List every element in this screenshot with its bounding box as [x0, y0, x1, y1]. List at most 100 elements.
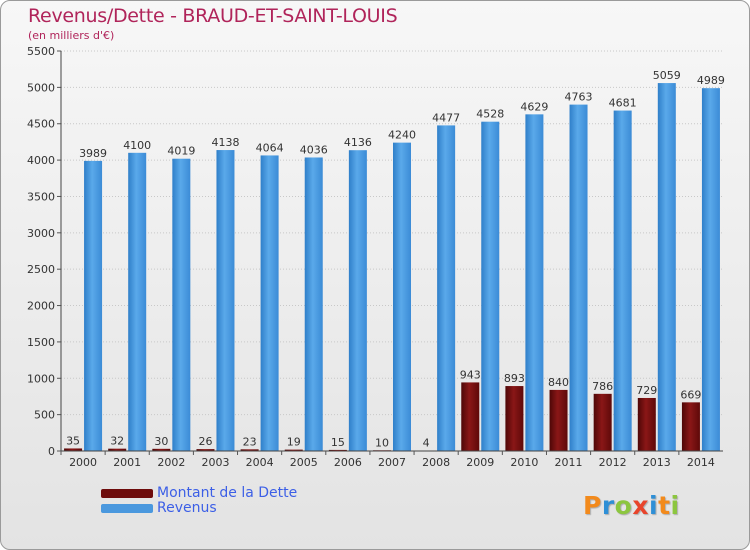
x-tick-label: 2004	[246, 456, 274, 469]
logo-letter: x	[632, 491, 649, 520]
revenus-data-label: 4064	[256, 141, 284, 154]
revenus-data-label: 4100	[123, 139, 151, 152]
legend-label-revenus: Revenus	[157, 500, 217, 516]
legend-swatch-debt	[101, 489, 153, 498]
revenus-bar	[260, 155, 279, 451]
revenus-bar	[613, 110, 632, 452]
x-tick-label: 2007	[378, 456, 406, 469]
logo-letter: i	[670, 491, 680, 520]
revenus-bar	[437, 125, 456, 452]
x-tick-label: 2006	[334, 456, 362, 469]
debt-data-label: 786	[592, 380, 613, 393]
y-tick-label: 4000	[27, 154, 55, 167]
proxiti-logo: Proxiti	[583, 491, 680, 520]
y-tick-label: 500	[34, 409, 55, 422]
revenus-data-label: 4138	[211, 136, 239, 149]
x-tick-label: 2012	[599, 456, 627, 469]
debt-bar	[593, 393, 612, 451]
revenus-bar	[393, 142, 411, 452]
x-tick-label: 2003	[201, 456, 229, 469]
revenus-bar	[569, 104, 588, 451]
debt-data-label: 32	[110, 435, 124, 448]
debt-data-label: 23	[243, 435, 257, 448]
revenus-bar	[84, 160, 103, 451]
revenus-data-label: 4528	[476, 108, 504, 121]
revenus-data-label: 4019	[167, 145, 195, 158]
revenus-bar	[172, 158, 191, 451]
y-tick-label: 3500	[27, 190, 55, 203]
debt-data-label: 840	[548, 376, 569, 389]
debt-data-label: 19	[287, 436, 301, 449]
debt-data-label: 893	[504, 372, 525, 385]
logo-letter: r	[601, 491, 615, 520]
logo-letter: o	[614, 491, 633, 520]
x-tick-label: 2002	[157, 456, 185, 469]
debt-bar	[328, 449, 347, 451]
debt-data-label: 669	[680, 388, 701, 401]
x-tick-label: 2008	[422, 456, 450, 469]
debt-data-label: 26	[198, 435, 212, 448]
y-tick-label: 5500	[27, 45, 55, 58]
revenus-bar	[657, 83, 676, 451]
chart-subtitle: (en milliers d'€)	[28, 29, 115, 42]
debt-data-label: 4	[423, 437, 430, 450]
revenus-data-label: 4477	[432, 111, 460, 124]
revenus-bar	[304, 157, 323, 452]
debt-data-label: 15	[331, 436, 345, 449]
revenus-bar	[216, 150, 235, 451]
debt-data-label: 729	[636, 384, 657, 397]
debt-bar	[461, 382, 480, 451]
debt-data-label: 35	[66, 434, 80, 447]
debt-bar	[196, 449, 215, 451]
legend-swatch-revenus	[101, 504, 153, 513]
revenus-bar	[525, 114, 544, 451]
revenus-data-label: 5059	[653, 69, 681, 82]
debt-bar	[64, 448, 83, 451]
revenus-data-label: 4989	[697, 74, 725, 87]
y-tick-label: 5000	[27, 81, 55, 94]
logo-letter: i	[649, 491, 659, 520]
revenus-data-label: 4681	[609, 97, 637, 110]
x-tick-label: 2005	[290, 456, 318, 469]
revenus-bar	[128, 152, 147, 451]
y-tick-label: 2000	[27, 300, 55, 313]
debt-data-label: 943	[460, 368, 481, 381]
debt-data-label: 10	[375, 436, 389, 449]
debt-bar	[108, 448, 127, 451]
revenus-bar	[348, 150, 367, 451]
y-tick-label: 2500	[27, 263, 55, 276]
x-tick-label: 2010	[510, 456, 538, 469]
logo-letter: t	[658, 491, 671, 520]
debt-bar	[681, 402, 700, 451]
x-tick-label: 2013	[643, 456, 671, 469]
chart-title: Revenus/Dette - BRAUD-ET-SAINT-LOUIS	[28, 5, 398, 27]
x-tick-label: 2000	[69, 456, 97, 469]
debt-data-label: 30	[154, 435, 168, 448]
debt-bar	[505, 386, 524, 451]
x-tick-label: 2001	[113, 456, 141, 469]
x-tick-label: 2009	[466, 456, 494, 469]
revenus-data-label: 4629	[520, 100, 548, 113]
debt-bar	[240, 449, 259, 451]
revenus-data-label: 3989	[79, 147, 107, 160]
y-tick-label: 4500	[27, 118, 55, 131]
debt-bar	[637, 397, 656, 451]
revenus-data-label: 4136	[344, 136, 372, 149]
debt-bar	[549, 389, 568, 451]
legend-label-debt: Montant de la Dette	[157, 485, 298, 501]
y-tick-label: 3000	[27, 227, 55, 240]
x-tick-label: 2014	[687, 456, 715, 469]
revenus-data-label: 4763	[565, 91, 593, 104]
debt-bar	[284, 449, 303, 451]
x-tick-label: 2011	[555, 456, 583, 469]
logo-letter: P	[583, 491, 602, 520]
debt-bar	[152, 448, 171, 451]
revenus-data-label: 4036	[300, 143, 328, 156]
y-tick-label: 1000	[27, 372, 55, 385]
revenus-bar	[481, 121, 500, 451]
y-tick-label: 1500	[27, 336, 55, 349]
revenus-data-label: 4240	[388, 129, 416, 142]
revenus-bar	[701, 88, 720, 451]
